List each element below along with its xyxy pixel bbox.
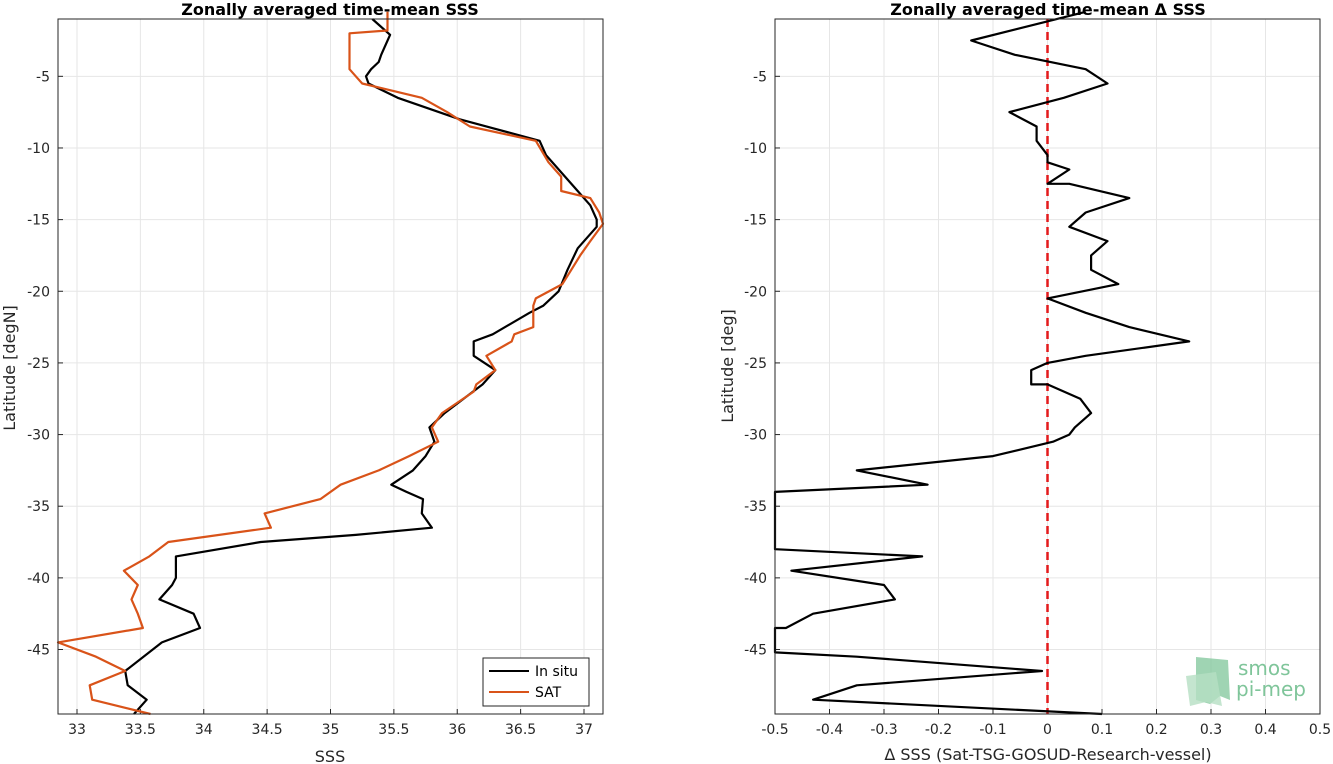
series-line-sat [56, 11, 605, 716]
chart-title-delta-sss: Zonally averaged time-mean Δ SSS [890, 0, 1206, 19]
legend: In situ SAT [482, 657, 590, 707]
y-tick-label: -35 [744, 499, 767, 515]
logo-wave-mark-2 [1186, 672, 1222, 706]
y-tick-label: -10 [27, 141, 50, 157]
y-tick-label: -30 [744, 428, 767, 444]
panel-delta-sss: Zonally averaged time-mean Δ SSS -0.5 -0.… [718, 0, 1331, 764]
series-group-delta-sss [773, 10, 1191, 716]
y-axis-label-delta-sss: Latitude [deg] [718, 309, 737, 423]
y-tick-label: -40 [744, 571, 767, 587]
y-tick-label: -45 [27, 643, 50, 659]
y-tick-label: -15 [744, 213, 767, 229]
x-tick-label: 35 [322, 722, 340, 738]
panel-sss: Zonally averaged time-mean SSS 33 33.5 34 3… [0, 0, 605, 764]
y-tick-label: -5 [753, 69, 767, 85]
x-tick-label: 34.5 [252, 722, 283, 738]
x-tick-label: 35.5 [378, 722, 409, 738]
y-tick-label: -15 [27, 213, 50, 229]
axes-frame-sss [57, 18, 604, 715]
logo-text-pi-mep: pi-mep [1236, 677, 1306, 701]
x-axis-label-sss: SSS [315, 747, 345, 764]
legend-label-in-situ: In situ [535, 664, 578, 680]
y-tick-label: -25 [27, 356, 50, 372]
x-tick-label: -0.3 [870, 722, 897, 738]
y-tick-label: -10 [744, 141, 767, 157]
x-tick-label: 33.5 [125, 722, 156, 738]
y-tick-labels-sss: -5 -10 -15 -20 -25 -30 -35 -40 -45 [27, 69, 50, 658]
x-tick-label: 36 [448, 722, 466, 738]
x-tick-label: 0.2 [1145, 722, 1167, 738]
y-axis-label-sss: Latitude [degN] [0, 305, 19, 431]
x-tick-labels-sss: 33 33.5 34 34.5 35 35.5 36 36.5 37 [68, 722, 593, 738]
x-tick-label: 33 [68, 722, 86, 738]
logo-text-smos: smos [1238, 656, 1291, 680]
x-axis-label-delta-sss: Δ SSS (Sat-TSG-GOSUD-Research-vessel) [884, 745, 1211, 764]
y-tick-label: -20 [27, 284, 50, 300]
legend-box [482, 657, 590, 707]
y-tick-label: -30 [27, 428, 50, 444]
x-tick-labels-delta-sss: -0.5 -0.4 -0.3 -0.2 -0.1 0 0.1 0.2 0.3 0.4 0.5 [761, 722, 1331, 738]
x-tick-label: 0.5 [1309, 722, 1331, 738]
x-tick-label: -0.2 [925, 722, 952, 738]
x-tick-label: 0.3 [1200, 722, 1222, 738]
y-tick-label: -40 [27, 571, 50, 587]
y-tick-label: -25 [744, 356, 767, 372]
y-tick-label: -35 [27, 499, 50, 515]
y-tick-label: -20 [744, 284, 767, 300]
series-line-series-0 [773, 10, 1191, 716]
series-group-sss [56, 11, 605, 716]
legend-label-sat: SAT [535, 685, 562, 701]
axes-frame-delta-sss [774, 18, 1321, 715]
x-tick-label: 37 [575, 722, 593, 738]
x-tick-label: 36.5 [505, 722, 536, 738]
smos-pi-mep-logo: smos pi-mep [1186, 656, 1306, 706]
x-tick-label: -0.5 [761, 722, 788, 738]
grid-sss [58, 19, 603, 714]
y-tick-label: -45 [744, 643, 767, 659]
x-tick-label: -0.1 [979, 722, 1006, 738]
y-tick-label: -5 [36, 69, 50, 85]
y-tick-labels-delta-sss: -5 -10 -15 -20 -25 -30 -35 -40 -45 [744, 69, 767, 658]
x-tick-label: 34 [195, 722, 213, 738]
x-tick-label: 0.1 [1091, 722, 1113, 738]
x-tick-label: -0.4 [816, 722, 843, 738]
chart-title-sss: Zonally averaged time-mean SSS [181, 0, 479, 19]
x-tick-label: 0.4 [1254, 722, 1276, 738]
x-tick-label: 0 [1043, 722, 1052, 738]
